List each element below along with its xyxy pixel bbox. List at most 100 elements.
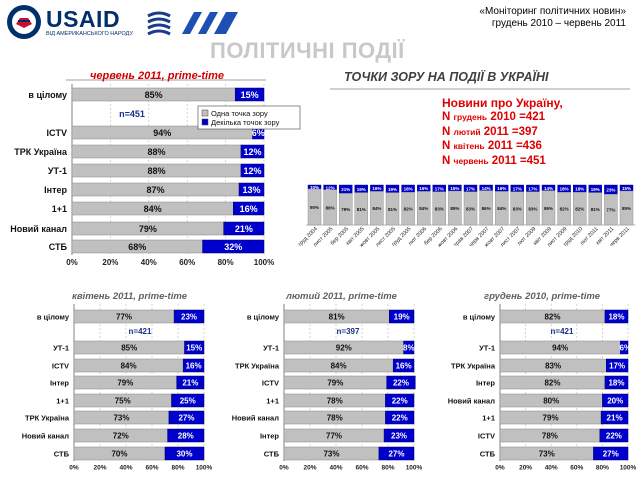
value-label-multi-view: 12% [243,166,261,176]
timeline-value-one-view: 82% [404,207,413,212]
x-tick-label: 100% [406,465,423,472]
timeline-value-one-view: 84% [497,206,506,211]
timeline-bar-one-view [604,193,618,226]
news-count-box: Новини про Україну, N грудень 2010 =421 … [442,96,630,168]
legend-swatch-one-view [201,109,209,117]
legend-swatch-multi-view [201,118,209,126]
value-label-multi-view: 22% [393,379,409,388]
value-label-one-view: 84% [331,362,347,371]
timeline-bar-one-view [385,192,400,226]
category-label: ICTV [478,431,495,440]
value-label-one-view: 79% [543,414,559,423]
bar-multi-view [385,410,415,425]
timeline-value-one-view: 90% [310,205,319,210]
value-label-multi-view: 23% [181,313,197,322]
bar-multi-view [173,309,205,324]
partner-logo-stripes [147,11,171,36]
timeline-value-one-view: 86% [482,206,491,211]
x-tick-label: 60% [145,465,158,472]
value-label-multi-view: 19% [394,313,410,322]
value-label-one-view: 77% [326,432,342,441]
sample-size-label: n=397 [337,327,360,336]
timeline-value-one-view: 85% [622,206,631,211]
value-label-multi-view: 16% [186,362,202,371]
timeline-value-one-view: 86% [544,206,553,211]
value-label-multi-view: 22% [392,397,408,406]
x-tick-label: 0% [279,465,289,472]
category-label: Інтер [44,185,67,195]
x-tick-label: 40% [141,258,157,267]
timeline-value-multi-view: 15% [450,186,459,191]
timeline-value-one-view: 83% [528,206,537,211]
project-header: «Моніторинг політичних новин» грудень 20… [479,6,626,30]
value-label-one-view: 82% [544,379,560,388]
x-tick-label: 80% [171,465,184,472]
project-name: «Моніторинг політичних новин» [479,6,626,17]
value-label-one-view: 84% [121,362,137,371]
value-label-multi-view: 23% [391,432,407,441]
timeline-bar-one-view [557,191,571,226]
bar-multi-view [164,446,205,461]
sample-size-label: n=421 [551,327,574,336]
chart-title: червень 2011, prime-time [90,70,224,82]
value-label-multi-view: 27% [178,414,194,423]
timeline-bar-one-view [323,189,337,226]
news-line: N грудень 2010 =421 [442,111,546,123]
news-line: N червень 2011 =451 [442,154,546,167]
category-label: СТБ [49,242,68,252]
value-label-one-view: 79% [117,379,133,388]
news-line: N квітень 2011 =436 [442,140,542,152]
page-title: ПОЛІТИЧНІ ПОДІЇ [210,38,405,63]
bar-multi-view [184,340,205,355]
bar-multi-view [403,340,415,355]
timeline-bar-one-view [541,190,556,226]
value-label-one-view: 79% [327,379,343,388]
timeline-value-one-view: 81% [388,207,397,212]
value-label-multi-view: 22% [392,414,408,423]
title-divider [330,88,630,90]
value-label-one-view: 84% [144,204,162,214]
timeline-bar-one-view [526,191,540,226]
news-line: N лютий 2011 =397 [442,125,538,138]
value-label-one-view: 88% [147,166,165,176]
category-label: ICTV [46,128,67,138]
timeline-value-one-view: 77% [606,208,615,213]
value-label-multi-view: 21% [235,224,253,234]
value-label-one-view: 78% [327,397,343,406]
bar-multi-view [234,87,265,102]
legend-box [197,105,301,130]
x-tick-label: 20% [102,258,118,267]
x-tick-label: 60% [570,465,583,472]
timeline-bar-one-view [448,190,462,226]
bar-multi-view [240,144,265,159]
category-label: Новий канал [448,396,496,405]
timeline-value-multi-view: 12% [326,185,335,190]
bar-multi-view [202,239,265,254]
timeline-value-one-view: 79% [341,207,350,212]
category-label: СТБ [264,449,280,458]
value-label-one-view: 85% [145,90,163,100]
partner-logo-ymp [182,12,238,34]
timeline-value-multi-view: 18% [560,187,569,192]
bar-multi-view [233,201,265,216]
x-tick-label: 0% [69,465,79,472]
category-label: 1+1 [266,396,279,405]
value-label-multi-view: 6% [620,344,632,353]
usaid-tagline: ВІД АМЕРИКАНСЬКОГО НАРОДУ [46,31,133,37]
x-tick-label: 40% [545,465,558,472]
usaid-wordmark: USAID [46,6,121,32]
timeline-bar-one-view [307,188,322,226]
category-label: Інтер [50,378,69,387]
title-divider [66,79,266,81]
value-label-one-view: 78% [327,414,343,423]
value-label-one-view: 82% [544,313,560,322]
value-label-one-view: 94% [552,344,568,353]
x-tick-label: 60% [179,258,195,267]
category-label: в цілому [247,312,280,321]
timeline-value-one-view: 82% [575,207,584,212]
bar-multi-view [389,309,415,324]
category-label: в цілому [28,90,67,100]
bar-multi-view [386,375,416,390]
bar-multi-view [620,340,629,355]
